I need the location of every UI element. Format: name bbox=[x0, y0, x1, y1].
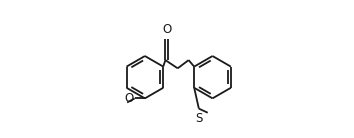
Text: O: O bbox=[125, 92, 134, 105]
Text: S: S bbox=[195, 112, 202, 125]
Text: O: O bbox=[162, 22, 171, 35]
